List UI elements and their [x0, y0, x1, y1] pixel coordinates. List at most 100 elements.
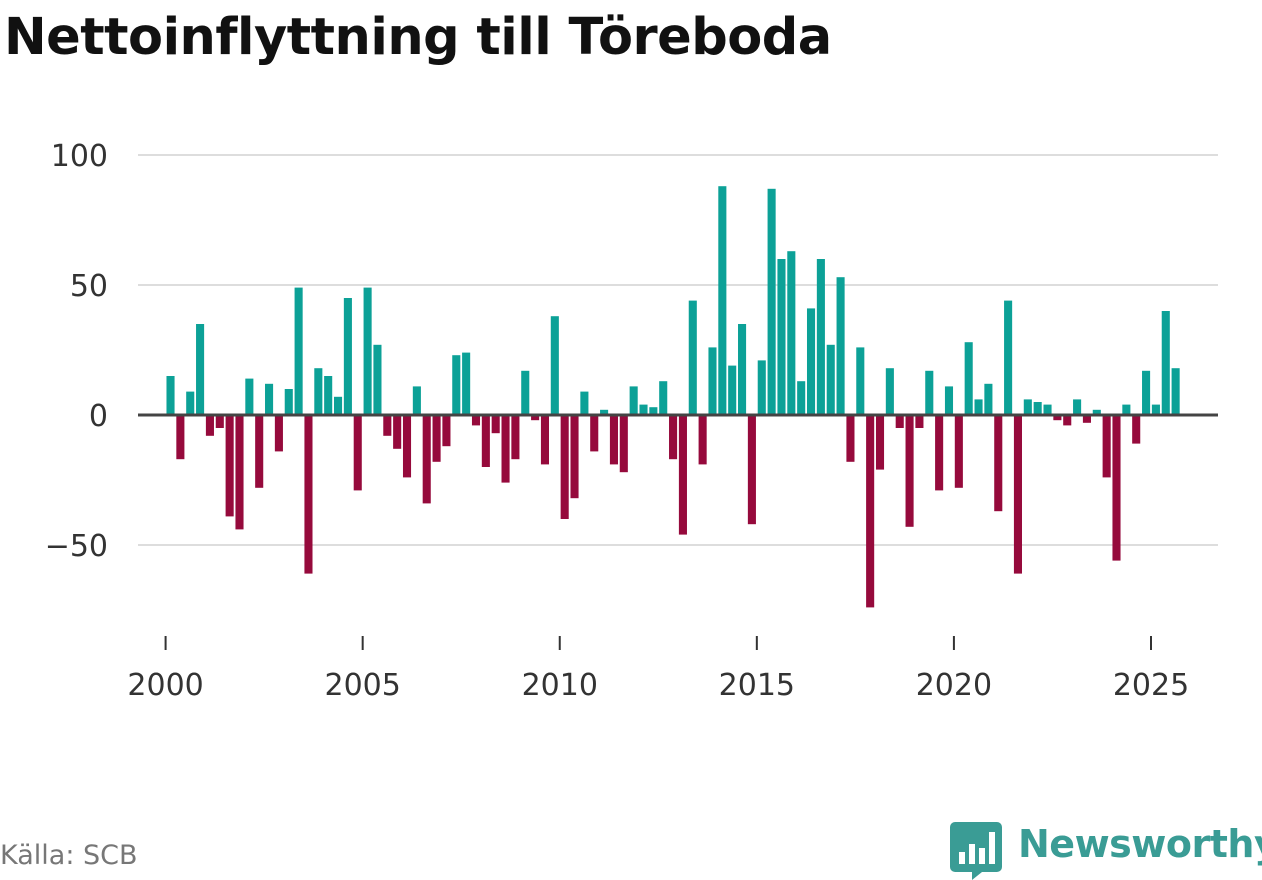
bar — [393, 415, 402, 449]
bar — [402, 415, 412, 478]
bar — [688, 300, 697, 415]
bar — [629, 386, 638, 415]
bar — [324, 376, 333, 415]
bar — [501, 415, 510, 483]
bar — [1112, 415, 1121, 561]
bar — [600, 409, 609, 415]
bar — [334, 396, 343, 415]
bar — [1004, 300, 1013, 415]
bar — [708, 347, 717, 415]
bar — [846, 415, 855, 462]
bar — [728, 365, 737, 415]
bar — [511, 415, 520, 460]
bar — [580, 391, 589, 415]
bar — [1013, 415, 1022, 574]
source-note: Källa: SCB — [0, 840, 138, 871]
bar — [738, 324, 747, 415]
bar — [491, 415, 500, 434]
bar — [521, 370, 530, 415]
x-tick-label: 2005 — [324, 668, 400, 703]
bar — [590, 415, 599, 452]
bar — [343, 298, 352, 415]
bars — [166, 186, 1180, 608]
bar — [471, 415, 481, 426]
x-tick-label: 2010 — [522, 668, 598, 703]
bar — [176, 415, 185, 460]
bar — [373, 344, 382, 415]
bar — [609, 415, 618, 465]
bar — [186, 391, 195, 415]
bar — [856, 347, 865, 415]
bar — [1161, 311, 1170, 415]
bar — [895, 415, 904, 428]
bar — [698, 415, 707, 465]
bar — [284, 389, 293, 415]
bar — [1023, 399, 1032, 415]
bar — [875, 415, 885, 470]
bar — [964, 342, 973, 415]
chart-title: Nettoinflyttning till Töreboda — [4, 8, 832, 67]
x-tick-label: 2000 — [127, 668, 203, 703]
brand-name: Newsworthy — [1018, 822, 1262, 866]
bar — [669, 415, 678, 460]
bar — [1171, 368, 1180, 415]
bar — [984, 383, 993, 415]
bar — [925, 370, 934, 415]
bar — [442, 415, 451, 447]
bar — [245, 378, 254, 415]
bar — [915, 415, 924, 428]
bar — [678, 415, 687, 535]
bar — [196, 324, 205, 415]
bar — [215, 415, 224, 428]
bar — [1132, 415, 1141, 444]
bar — [757, 360, 766, 415]
bar — [649, 407, 658, 415]
bar — [304, 415, 313, 574]
bar — [619, 415, 628, 473]
bar — [314, 368, 323, 415]
bar — [1122, 404, 1131, 415]
bar — [265, 383, 274, 415]
bar — [806, 308, 816, 415]
bar — [481, 415, 490, 467]
bar — [826, 344, 835, 415]
bar — [531, 415, 540, 421]
bar — [866, 415, 875, 608]
bar — [816, 259, 825, 415]
bar — [1102, 415, 1111, 478]
x-tick-label: 2015 — [719, 668, 795, 703]
bar — [974, 399, 983, 415]
bar — [1142, 370, 1151, 415]
bar — [1053, 415, 1062, 421]
bar — [836, 277, 845, 415]
bar-chart-speech-bubble-icon — [950, 822, 1002, 880]
bar — [235, 415, 244, 530]
bar — [225, 415, 234, 517]
bar — [797, 381, 806, 415]
x-tick-label: 2020 — [916, 668, 992, 703]
y-tick-label: −50 — [45, 529, 108, 564]
bar — [294, 287, 303, 415]
bar — [353, 415, 362, 491]
x-tick-label: 2025 — [1113, 668, 1189, 703]
gridlines — [138, 154, 1218, 546]
bar — [639, 404, 648, 415]
bar — [1151, 404, 1160, 415]
bar — [560, 415, 569, 519]
y-axis-ticks: −50 0 50 100 — [45, 139, 108, 564]
bar — [659, 381, 668, 415]
bar — [1033, 402, 1042, 415]
bar — [1082, 415, 1091, 423]
bar — [944, 386, 954, 415]
bar — [747, 415, 756, 525]
bar — [540, 415, 550, 465]
bar — [935, 415, 944, 491]
bar — [550, 316, 559, 415]
bar — [1092, 409, 1101, 415]
bar — [166, 376, 175, 415]
bar — [570, 415, 579, 499]
bar — [787, 251, 796, 415]
y-tick-label: 0 — [89, 399, 108, 434]
bar — [1073, 399, 1082, 415]
